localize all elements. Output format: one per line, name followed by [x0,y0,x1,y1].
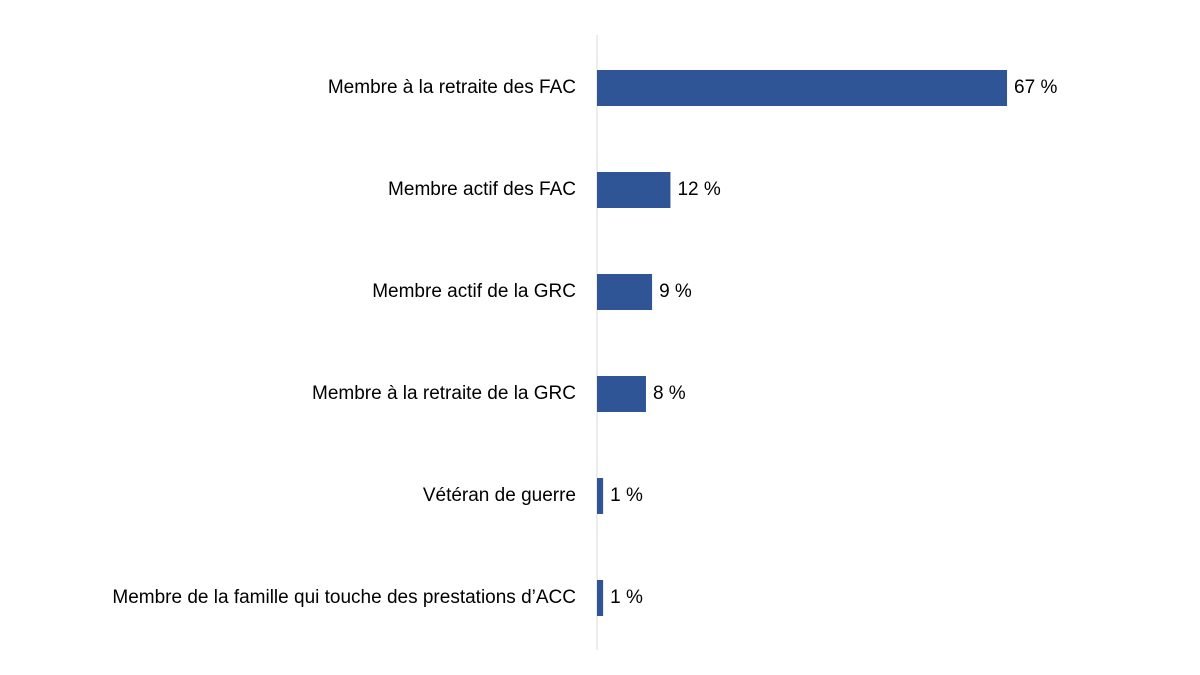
category-label: Membre à la retraite des FAC [328,77,576,98]
value-label: 67 % [1014,77,1057,98]
value-label: 8 % [653,383,686,404]
value-label: 9 % [659,281,692,302]
bar [597,274,653,310]
category-label: Membre actif des FAC [388,179,576,200]
category-label: Membre de la famille qui touche des pres… [112,587,576,608]
bar [597,478,604,514]
bar [597,580,604,616]
category-label: Membre à la retraite de la GRC [312,383,576,404]
value-label: 1 % [610,485,643,506]
bar [597,70,1008,106]
category-label: Vétéran de guerre [423,485,576,506]
bar [597,376,646,412]
bar [597,172,671,208]
category-label: Membre actif de la GRC [372,281,576,302]
value-label: 12 % [677,179,720,200]
value-label: 1 % [610,587,643,608]
